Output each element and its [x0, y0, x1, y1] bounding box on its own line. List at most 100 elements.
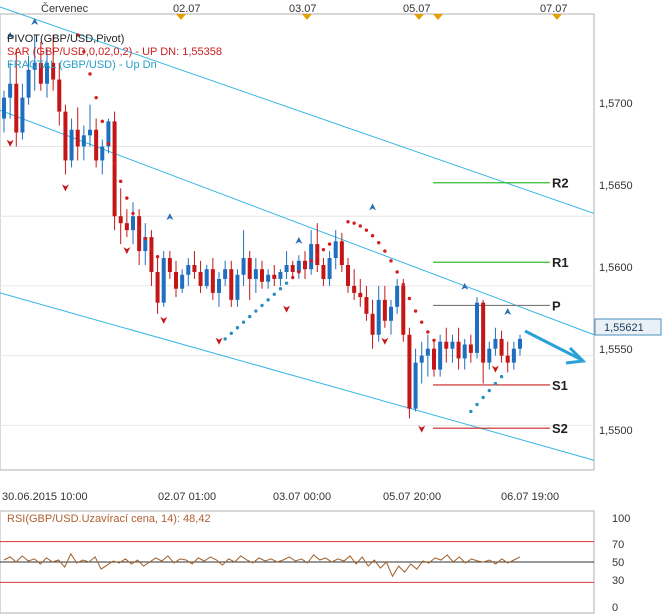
sar-point — [112, 161, 117, 165]
top-axis-label: 03.07 — [289, 3, 317, 15]
candle-body — [462, 344, 467, 359]
candle-body — [284, 265, 289, 272]
sar-point — [475, 402, 479, 407]
sar-point — [395, 270, 399, 274]
pivot-levels: R2 R1 P S1 S2 — [433, 176, 569, 436]
fractal-down-marker — [123, 247, 131, 255]
fractal-up-marker — [461, 282, 469, 290]
top-axis-label: Červenec — [41, 2, 89, 15]
candle-body — [481, 302, 486, 363]
candle-body — [266, 274, 271, 282]
candle-body — [395, 285, 400, 307]
sar-point — [407, 296, 412, 301]
pivot-label-s2: S2 — [552, 421, 568, 436]
x-tick-label: 03.07 00:00 — [273, 491, 331, 503]
candle-body — [505, 355, 510, 363]
candle-body — [8, 83, 13, 98]
candle-body — [296, 260, 301, 272]
legend: PIVOT(GBP/USD,Pivot) SAR (GBP/USD,0,02,0… — [7, 33, 222, 71]
fractal-down-marker — [381, 337, 389, 345]
candle-body — [425, 348, 430, 356]
candle-body — [186, 265, 191, 275]
candle-body — [180, 274, 185, 289]
legend-pivot: PIVOT(GBP/USD,Pivot) — [7, 33, 124, 45]
candle-body — [63, 111, 68, 161]
rsi-title: RSI(GBP/USD.Uzavírací cena, 14): 48,42 — [7, 513, 211, 525]
candle-body — [518, 338, 522, 349]
sar-point — [327, 242, 332, 246]
fractal-down-marker — [160, 316, 168, 324]
candle-body — [217, 278, 221, 293]
candle-body — [247, 258, 252, 279]
candle-body — [75, 129, 80, 147]
candle-body — [327, 258, 332, 279]
fractal-markers — [6, 17, 512, 433]
candle-body — [376, 299, 381, 335]
forecast-arrow — [524, 329, 587, 365]
sar-point — [149, 246, 154, 250]
session-marker-icon — [176, 14, 186, 20]
rsi-tick-label: 100 — [612, 513, 630, 525]
top-axis-label: 02.07 — [173, 3, 201, 15]
sar-point — [229, 331, 233, 336]
fractal-up-marker — [295, 236, 303, 244]
sar-point — [155, 254, 160, 259]
candle-body — [382, 299, 387, 321]
candle-body — [167, 258, 172, 272]
candle-body — [20, 97, 25, 133]
candle-body — [143, 237, 148, 252]
sar-series — [76, 33, 504, 414]
price-axis: 1,5700 1,5650 1,5600 1,5550 1,5500 1,556… — [594, 98, 662, 437]
rsi-line — [3, 552, 521, 578]
sar-point — [82, 49, 86, 54]
current-price-label: 1,55621 — [604, 322, 644, 334]
sar-point — [487, 388, 491, 393]
sar-point — [370, 234, 375, 238]
top-axis-label: 05.07 — [403, 3, 431, 15]
candle-body — [57, 79, 62, 112]
candle-body — [438, 341, 443, 370]
regression-channel — [0, 6, 595, 461]
candle-body — [364, 297, 369, 314]
candle-body — [370, 313, 375, 335]
candle-body — [45, 62, 49, 84]
sar-point — [272, 292, 276, 296]
sar-point — [100, 119, 104, 124]
candle-body — [26, 69, 31, 98]
sar-point — [223, 337, 227, 341]
fractal-down-marker — [491, 365, 499, 373]
candle-body — [389, 306, 393, 321]
sar-point — [358, 224, 362, 228]
candle-body — [253, 269, 258, 279]
sar-point — [383, 249, 387, 253]
top-time-axis: Červenec 02.07 03.07 05.07 07.07 — [41, 2, 568, 20]
current-price-box — [594, 318, 662, 336]
fractal-up-marker — [369, 203, 377, 211]
fractal-up-marker — [504, 308, 512, 315]
session-marker-icon — [433, 14, 443, 20]
sar-point — [266, 298, 270, 302]
candle-body — [38, 62, 43, 84]
legend-sar: SAR (GBP/USD,0,02,0,2) - UP DN: 1,55358 — [7, 46, 222, 58]
sar-point — [284, 281, 289, 285]
sar-point — [401, 282, 405, 287]
sar-point — [241, 320, 246, 324]
candle-body — [51, 62, 56, 80]
sar-point — [76, 33, 80, 37]
x-tick-label: 06.07 19:00 — [501, 491, 559, 503]
candle-body — [118, 216, 123, 224]
candle-body — [321, 265, 326, 279]
candle-body — [223, 269, 228, 279]
sar-point — [94, 95, 98, 100]
sar-point — [389, 259, 393, 263]
sar-point — [499, 374, 504, 379]
channel-line-upper — [0, 6, 595, 214]
candle-body — [192, 265, 197, 272]
candle-body — [81, 135, 86, 147]
sar-point — [352, 221, 356, 225]
x-tick-label: 02.07 01:00 — [158, 491, 216, 503]
session-marker-icon — [552, 14, 562, 20]
candle-body — [290, 265, 295, 272]
sar-point — [248, 314, 252, 319]
candle-body — [444, 341, 449, 349]
